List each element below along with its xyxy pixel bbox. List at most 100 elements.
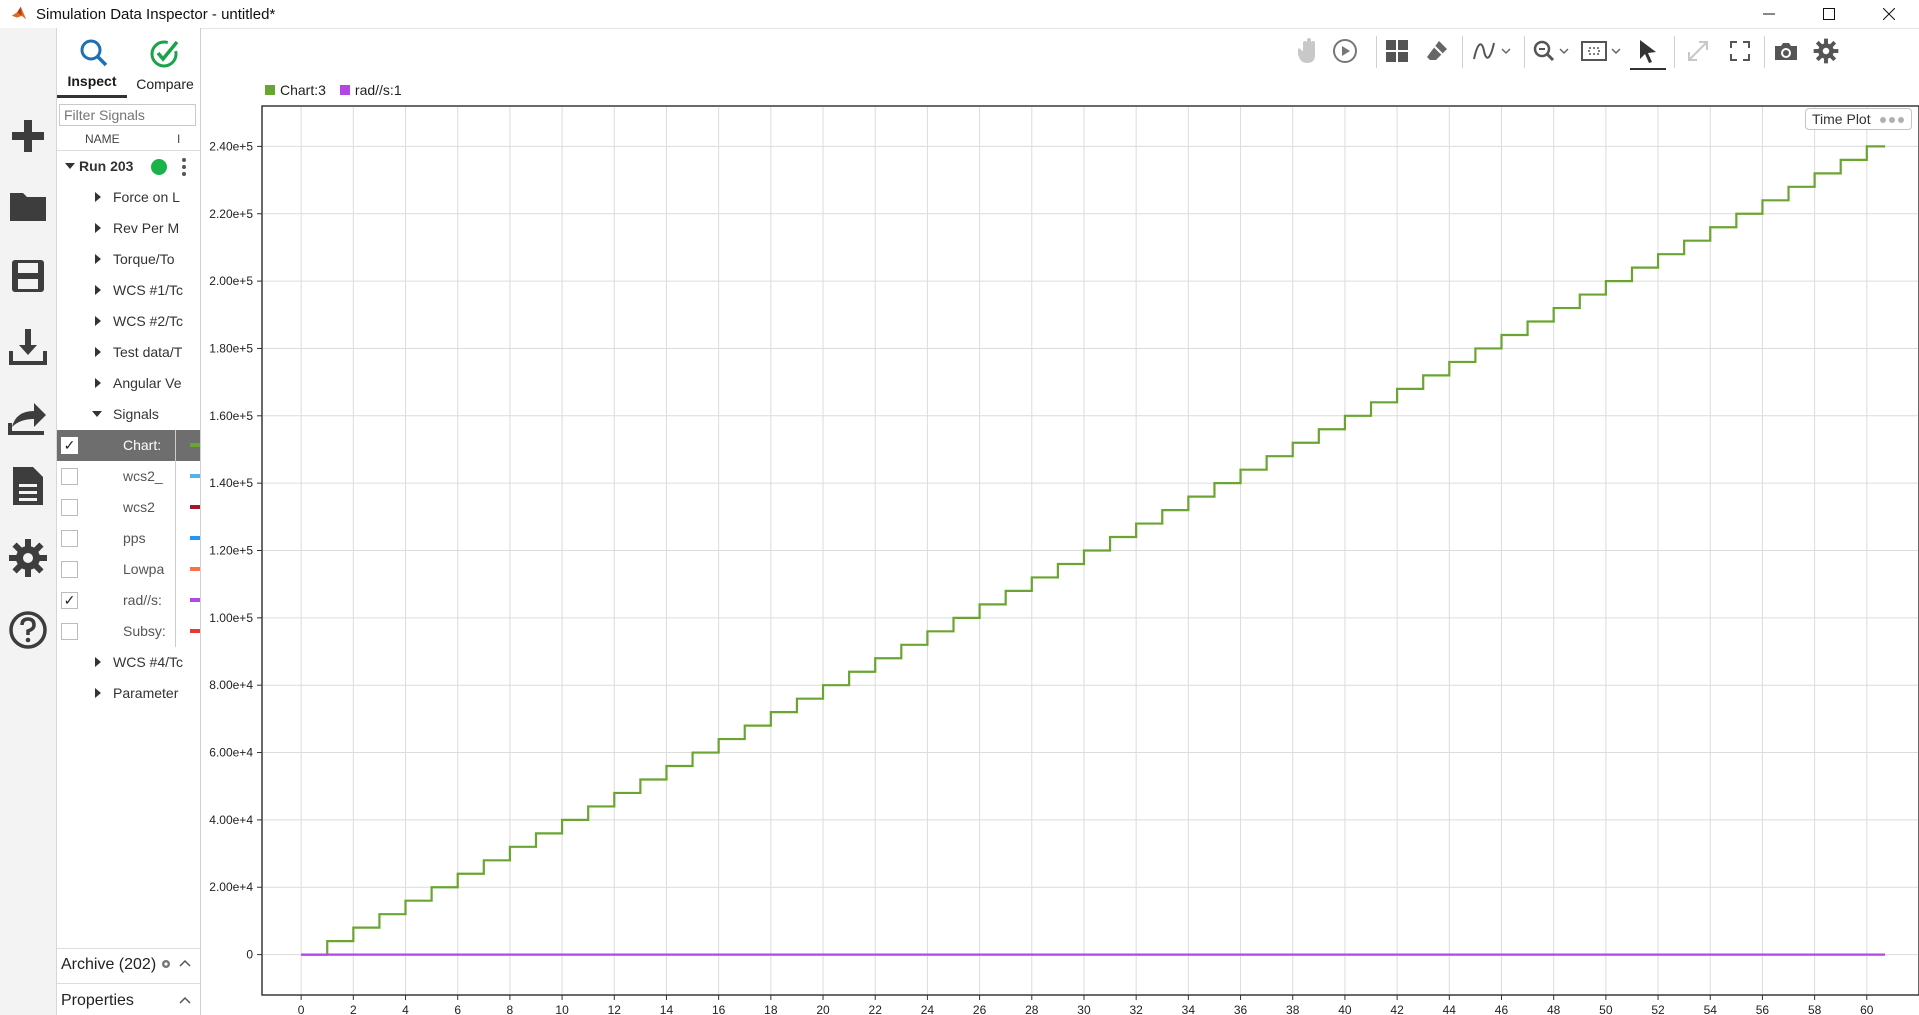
group-row[interactable]: WCS #1/Tc [57,275,200,306]
signal-checkbox[interactable] [61,561,78,578]
signal-row[interactable]: ✓ Chart: [57,430,200,461]
column-name-header[interactable]: NAME [85,132,120,146]
line-style-swatch[interactable] [190,629,200,633]
replay-button[interactable] [1330,34,1360,68]
column-line-header[interactable]: I [177,132,181,146]
signal-row[interactable]: pps [57,523,200,554]
expand-arrow-icon[interactable] [95,378,101,388]
signal-label: Lowpa [123,561,165,577]
expand-arrow-icon[interactable] [95,316,101,326]
legend-label: rad//s:1 [354,82,402,98]
window-title: Simulation Data Inspector - untitled* [36,5,276,23]
search-icon [80,39,108,67]
play-icon [1333,39,1357,63]
camera-icon [1775,43,1797,60]
signal-row[interactable]: Lowpa [57,554,200,585]
x-tick-label: 40 [1338,1003,1352,1015]
legend-item[interactable]: Chart:3 [265,82,326,98]
x-tick-label: 54 [1704,1003,1718,1015]
signal-row[interactable]: wcs2_ [57,461,200,492]
zoom-button[interactable] [1530,34,1574,68]
x-tick-label: 42 [1390,1003,1404,1015]
archive-section[interactable]: Archive (202) [57,948,200,979]
signal-row[interactable]: Subsy: [57,616,200,647]
fit-view-button[interactable] [1578,34,1624,68]
properties-section[interactable]: Properties [57,983,200,1015]
import-button[interactable] [8,326,48,366]
layout-button[interactable] [1382,34,1412,68]
maximize-button[interactable] [1799,0,1859,28]
signal-browser: Inspect Compare NAME I Run 203 Archive (… [57,28,201,1015]
y-tick-label: 8.00e+4 [209,678,253,692]
pan-button[interactable] [1294,34,1324,68]
cursor-button[interactable] [1630,34,1666,70]
signal-checkbox[interactable] [61,623,78,640]
line-style-swatch[interactable] [190,443,200,447]
preferences-button[interactable] [8,538,48,578]
collapse-arrow-icon[interactable] [65,163,75,169]
group-row[interactable]: Force on L [57,182,200,213]
folder-icon [10,193,46,221]
group-row[interactable]: Rev Per M [57,213,200,244]
expand-arrow-icon[interactable] [95,223,101,233]
time-plot-label[interactable]: Time Plot [1805,108,1912,130]
signal-checkbox[interactable] [61,468,78,485]
export-button[interactable] [8,396,48,436]
line-style-swatch[interactable] [190,567,200,571]
expand-arrow-icon[interactable] [95,688,101,698]
group-row[interactable]: Signals [57,399,200,430]
group-row[interactable]: WCS #2/Tc [57,306,200,337]
group-row[interactable]: Parameter [57,678,200,709]
tab-inspect[interactable]: Inspect [57,32,127,98]
more-options-icon[interactable] [181,157,187,177]
signal-row[interactable]: wcs2 [57,492,200,523]
expand-arrow-icon[interactable] [95,285,101,295]
help-button[interactable] [8,610,48,650]
signal-visualization-button[interactable] [1470,34,1514,68]
line-style-swatch[interactable] [190,505,200,509]
x-tick-label: 18 [764,1003,778,1015]
close-button[interactable] [1859,0,1919,28]
snapshot-button[interactable] [1770,34,1802,68]
expand-arrow-icon[interactable] [95,254,101,264]
fullscreen-button[interactable] [1724,34,1756,68]
group-row[interactable]: Test data/T [57,337,200,368]
run-row[interactable]: Run 203 [57,151,200,182]
group-row[interactable]: Torque/To [57,244,200,275]
chevron-up-icon[interactable] [179,959,191,967]
signal-checkbox[interactable]: ✓ [61,592,78,609]
signal-checkbox[interactable]: ✓ [61,437,78,454]
collapse-arrow-icon[interactable] [92,411,102,417]
expand-arrow-icon[interactable] [95,347,101,357]
expand-button[interactable] [1682,34,1714,68]
report-button[interactable] [8,466,48,506]
x-tick-label: 28 [1025,1003,1039,1015]
line-style-swatch[interactable] [190,598,200,602]
plot-settings-button[interactable] [1810,34,1842,68]
group-row[interactable]: WCS #4/Tc [57,647,200,678]
line-style-swatch[interactable] [190,474,200,478]
time-plot[interactable]: 0 2 4 6 8 10 12 14 16 18 20 22 24 26 28 30 32 34 36 38 40 42 4… [200,100,1919,1015]
save-button[interactable] [8,256,48,296]
gear-icon[interactable] [160,958,172,970]
signal-row[interactable]: ✓ rad//s: [57,585,200,616]
clear-button[interactable] [1422,34,1452,68]
more-options-icon[interactable] [1879,116,1905,124]
column-divider [175,523,176,554]
legend-item[interactable]: rad//s:1 [339,82,402,98]
open-button[interactable] [8,186,48,226]
tab-compare[interactable]: Compare [130,32,200,98]
signal-checkbox[interactable] [61,499,78,516]
group-label: WCS #1/Tc [113,282,184,298]
line-style-swatch[interactable] [190,536,200,540]
new-session-button[interactable] [8,116,48,156]
chevron-up-icon[interactable] [179,996,191,1004]
expand-arrow-icon[interactable] [95,192,101,202]
y-tick-label: 2.40e+5 [209,139,253,153]
filter-signals-input[interactable] [59,104,196,126]
expand-arrow-icon[interactable] [95,657,101,667]
group-row[interactable]: Angular Ve [57,368,200,399]
group-label: Parameter [113,685,179,701]
minimize-button[interactable] [1739,0,1799,28]
signal-checkbox[interactable] [61,530,78,547]
